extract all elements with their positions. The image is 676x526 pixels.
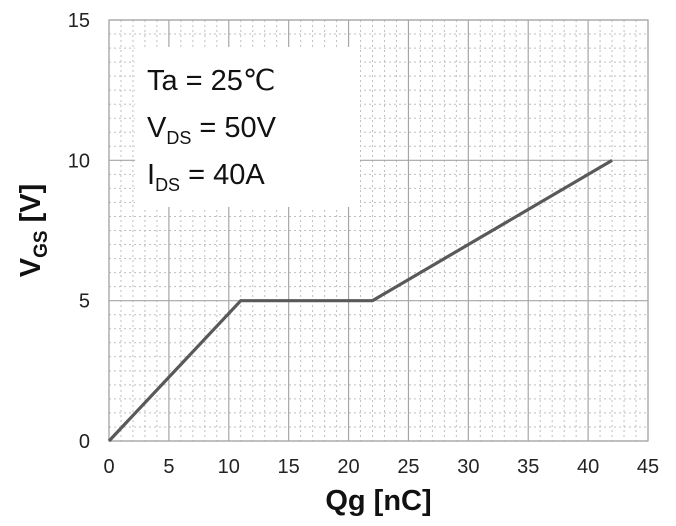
annotation-main: I bbox=[147, 159, 155, 191]
y-tick-label: 0 bbox=[79, 431, 90, 453]
annotation-main: V bbox=[147, 112, 167, 144]
x-tick-label: 35 bbox=[517, 456, 539, 478]
annotation-line: Ta = 25℃ bbox=[147, 65, 276, 97]
x-axis-title: Qg [nC] bbox=[325, 485, 431, 517]
x-tick-labels: 0 5 10 15 20 25 30 35 40 45 bbox=[103, 456, 659, 478]
y-tick-label: 15 bbox=[68, 10, 90, 32]
y-tick-label: 5 bbox=[79, 291, 90, 313]
x-tick-label: 0 bbox=[103, 456, 114, 478]
x-tick-label: 15 bbox=[278, 456, 300, 478]
x-tick-label: 45 bbox=[637, 456, 659, 478]
annotation-sub: DS bbox=[166, 128, 191, 148]
annotation-main: Ta = 25℃ bbox=[147, 65, 276, 97]
y-axis-title-unit: [V] bbox=[15, 184, 47, 231]
plot-frame bbox=[108, 19, 649, 442]
y-axis-title-sub: GS bbox=[31, 230, 52, 257]
annotation-value: = 40A bbox=[180, 159, 265, 191]
x-tick-label: 20 bbox=[337, 456, 359, 478]
series-line bbox=[107, 158, 613, 443]
y-axis-title: VGS [V] bbox=[15, 184, 52, 278]
x-tick-label: 30 bbox=[457, 456, 479, 478]
annotation-sub: DS bbox=[155, 175, 180, 195]
y-axis-title-main: V bbox=[15, 257, 47, 277]
x-tick-label: 10 bbox=[218, 456, 240, 478]
annotation-line: VDS = 50V bbox=[147, 112, 277, 148]
x-tick-label: 40 bbox=[577, 456, 599, 478]
series-layer bbox=[107, 158, 613, 443]
annotation-line: IDS = 40A bbox=[147, 159, 265, 195]
annotation-value: = 50V bbox=[191, 112, 276, 144]
y-tick-labels: 0 5 10 15 bbox=[68, 10, 90, 453]
y-tick-label: 10 bbox=[68, 150, 90, 172]
annotation-background bbox=[135, 47, 360, 207]
x-tick-label: 5 bbox=[163, 456, 174, 478]
x-tick-label: 25 bbox=[397, 456, 419, 478]
